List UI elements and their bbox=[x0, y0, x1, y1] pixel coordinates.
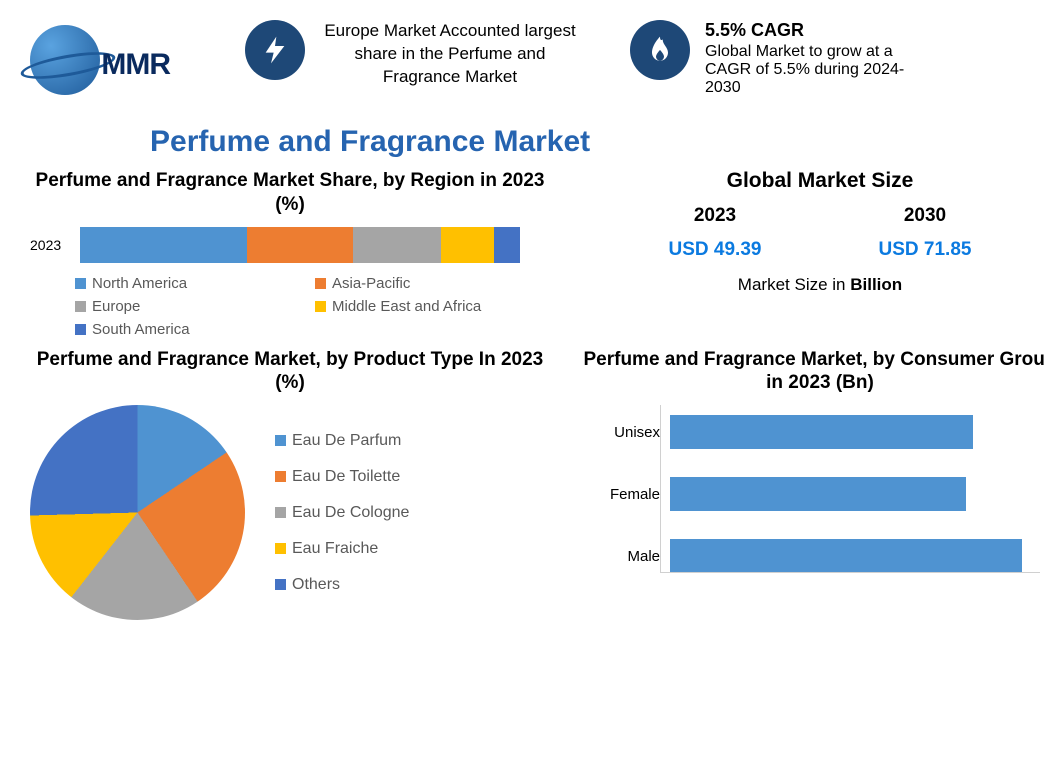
legend-label: Middle East and Africa bbox=[332, 298, 481, 315]
legend-swatch bbox=[75, 324, 86, 335]
hbar-row: Unisex bbox=[600, 415, 1040, 449]
globe-icon bbox=[30, 25, 100, 95]
legend-item: Eau De Parfum bbox=[275, 432, 409, 450]
legend-item: South America bbox=[75, 321, 275, 338]
flame-icon bbox=[630, 20, 690, 80]
legend-item: Europe bbox=[75, 298, 275, 315]
hbar-y-axis bbox=[660, 405, 661, 573]
stacked-seg bbox=[494, 227, 520, 263]
legend-label: Asia-Pacific bbox=[332, 275, 410, 292]
gms-years-row: 2023 2030 bbox=[610, 205, 1030, 227]
content-grid: Perfume and Fragrance Market Share, by R… bbox=[20, 169, 1025, 620]
product-type-panel: Perfume and Fragrance Market, by Product… bbox=[20, 348, 560, 621]
legend-label: Others bbox=[292, 576, 340, 594]
legend-label: North America bbox=[92, 275, 187, 292]
gms-footer-bold: Billion bbox=[850, 275, 902, 294]
gms-val-1: USD 49.39 bbox=[669, 239, 762, 261]
gms-footer-prefix: Market Size in bbox=[738, 275, 850, 294]
fact-cagr-body: Global Market to grow at a CAGR of 5.5% … bbox=[705, 43, 925, 97]
stacked-bar bbox=[80, 227, 520, 263]
legend-swatch bbox=[275, 471, 286, 482]
header-row: MMR Europe Market Accounted largest shar… bbox=[20, 20, 1025, 105]
consumer-group-panel: Perfume and Fragrance Market, by Consume… bbox=[580, 348, 1045, 621]
hbar-track bbox=[670, 415, 1040, 449]
region-legend: North America Asia-Pacific Europe Middle Ea… bbox=[20, 275, 560, 338]
pie-legend: Eau De Parfum Eau De Toilette Eau De Colog… bbox=[275, 432, 409, 594]
lightning-icon bbox=[245, 20, 305, 80]
fact-europe: Europe Market Accounted largest share in… bbox=[245, 20, 580, 89]
gms-val-2: USD 71.85 bbox=[879, 239, 972, 261]
fact-cagr-text: 5.5% CAGR Global Market to grow at a CAG… bbox=[705, 20, 925, 97]
product-type-title: Perfume and Fragrance Market, by Product… bbox=[20, 348, 560, 396]
legend-item: Asia-Pacific bbox=[315, 275, 515, 292]
region-share-panel: Perfume and Fragrance Market Share, by R… bbox=[20, 169, 560, 338]
gms-year-1: 2023 bbox=[694, 205, 736, 227]
legend-item: North America bbox=[75, 275, 275, 292]
mmr-logo: MMR bbox=[20, 20, 165, 105]
stacked-seg bbox=[80, 227, 247, 263]
pie-row: Eau De Parfum Eau De Toilette Eau De Colog… bbox=[20, 405, 560, 620]
hbar-area: Unisex Female Male bbox=[580, 405, 1045, 573]
hbar-baseline bbox=[660, 572, 1040, 573]
legend-swatch bbox=[315, 278, 326, 289]
hbar-track bbox=[670, 539, 1040, 573]
hbar-row: Female bbox=[600, 477, 1040, 511]
region-share-title: Perfume and Fragrance Market Share, by R… bbox=[20, 169, 560, 217]
legend-item: Eau De Toilette bbox=[275, 468, 409, 486]
legend-label: South America bbox=[92, 321, 190, 338]
stacked-seg bbox=[441, 227, 494, 263]
legend-swatch bbox=[75, 301, 86, 312]
legend-item: Eau Fraiche bbox=[275, 540, 409, 558]
legend-swatch bbox=[275, 543, 286, 554]
hbar bbox=[670, 477, 966, 511]
legend-item: Middle East and Africa bbox=[315, 298, 515, 315]
gms-footer: Market Size in Billion bbox=[610, 275, 1030, 295]
legend-item: Others bbox=[275, 576, 409, 594]
legend-label: Europe bbox=[92, 298, 140, 315]
logo-text: MMR bbox=[101, 48, 170, 82]
hbar bbox=[670, 539, 1022, 573]
legend-swatch bbox=[75, 278, 86, 289]
hbar bbox=[670, 415, 973, 449]
hbar-row: Male bbox=[600, 539, 1040, 573]
global-market-size-panel: Global Market Size 2023 2030 USD 49.39 U… bbox=[580, 169, 1045, 338]
gms-year-2: 2030 bbox=[904, 205, 946, 227]
legend-label: Eau De Parfum bbox=[292, 432, 401, 450]
fact-europe-text: Europe Market Accounted largest share in… bbox=[320, 20, 580, 89]
stacked-seg bbox=[353, 227, 441, 263]
pie-chart bbox=[30, 405, 245, 620]
legend-swatch bbox=[315, 301, 326, 312]
consumer-group-title: Perfume and Fragrance Market, by Consume… bbox=[580, 348, 1045, 396]
legend-swatch bbox=[275, 507, 286, 518]
legend-swatch bbox=[275, 435, 286, 446]
fact-cagr: 5.5% CAGR Global Market to grow at a CAG… bbox=[630, 20, 925, 97]
legend-label: Eau De Cologne bbox=[292, 504, 409, 522]
legend-item: Eau De Cologne bbox=[275, 504, 409, 522]
legend-label: Eau Fraiche bbox=[292, 540, 378, 558]
stacked-bar-year: 2023 bbox=[30, 237, 70, 253]
stacked-bar-wrap: 2023 bbox=[20, 227, 560, 263]
hbar-track bbox=[670, 477, 1040, 511]
stacked-seg bbox=[247, 227, 353, 263]
fact-cagr-title: 5.5% CAGR bbox=[705, 20, 925, 41]
gms-title: Global Market Size bbox=[610, 169, 1030, 193]
gms-values-row: USD 49.39 USD 71.85 bbox=[610, 239, 1030, 261]
main-title: Perfume and Fragrance Market bbox=[150, 125, 1025, 159]
legend-label: Eau De Toilette bbox=[292, 468, 400, 486]
legend-swatch bbox=[275, 579, 286, 590]
